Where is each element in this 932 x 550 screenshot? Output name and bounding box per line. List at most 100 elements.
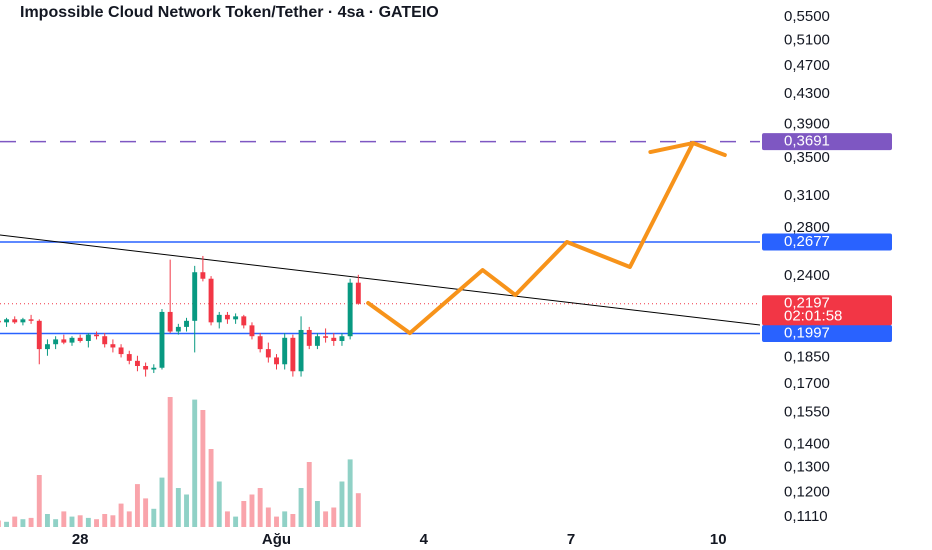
volume-bar [102, 514, 108, 527]
y-tick-label: 0,1850 [784, 348, 830, 365]
candle-body [184, 320, 189, 327]
candle-body [257, 336, 263, 350]
y-tick-label: 0,1700 [784, 375, 830, 392]
y-tick-label: 0,2800 [784, 219, 830, 236]
volume-bar [241, 501, 247, 527]
candle-body [192, 272, 198, 321]
y-tick-label: 0,3100 [784, 187, 830, 204]
volume-bar [290, 514, 296, 527]
x-tick-label: Ağu [262, 531, 291, 548]
candle-body [77, 337, 83, 341]
volume-bar [61, 511, 67, 527]
projection-path [366, 141, 695, 336]
volume-bar [257, 488, 263, 527]
volume-bar [282, 511, 288, 527]
candle-body [290, 337, 296, 372]
volume-bar [233, 516, 239, 527]
candle-body [208, 278, 214, 323]
y-tick-label: 0,1110 [784, 508, 828, 525]
price-badge [762, 233, 892, 251]
volume-bar [355, 493, 361, 527]
plot-area [0, 140, 760, 527]
price-badge-label: 0,2677 [784, 233, 830, 250]
volume-bar [274, 516, 279, 527]
candle-body [347, 282, 353, 337]
price-badge-label: 0,1997 [784, 325, 830, 342]
volume-bar [306, 462, 312, 527]
volume-bar [265, 507, 271, 527]
y-tick-label: 0,3500 [784, 149, 830, 166]
candle-body [110, 344, 116, 348]
candle-body [151, 367, 157, 370]
volume-bar [175, 488, 181, 527]
y-tick-label: 0,4300 [784, 85, 830, 102]
candle-body [200, 272, 206, 279]
y-tick-label: 0,1200 [784, 484, 830, 501]
volume-bar [53, 519, 59, 527]
candle-body [355, 282, 361, 304]
price-badge [762, 295, 892, 326]
candle-body [102, 336, 108, 345]
candle-body [44, 344, 50, 350]
volume-bar [339, 481, 345, 527]
volume-bar [44, 514, 50, 527]
candle-body [175, 326, 181, 332]
candle-body [298, 329, 304, 372]
volume-bar [323, 511, 329, 527]
candle-body [339, 336, 345, 341]
candle-body [159, 311, 165, 368]
volume-bar [192, 399, 198, 527]
volume-bar [0, 520, 1, 527]
volume-bar [118, 503, 124, 527]
volume-bar [20, 519, 26, 527]
x-tick-label: 4 [420, 531, 429, 548]
x-tick-label: 28 [72, 531, 89, 548]
projection-arrowhead [648, 141, 727, 158]
volume-bar [36, 475, 42, 527]
candle-body [118, 347, 124, 355]
y-tick-label: 0,1550 [784, 404, 830, 421]
candle-body [331, 337, 337, 341]
volume-bar [208, 449, 214, 527]
price-badge-label: 0,2197 [784, 295, 830, 312]
volume-bar [85, 517, 91, 527]
price-badge [762, 325, 892, 343]
candle-body [94, 334, 99, 337]
y-tick-label: 0,4700 [784, 57, 830, 74]
volume-bar [28, 517, 34, 527]
x-tick-label: 7 [567, 531, 575, 548]
volume-bar [347, 459, 353, 527]
candle-body [249, 325, 255, 337]
candle-body [143, 366, 149, 370]
price-axis: 0,5500 0,5100 0,4700 0,4300 0,3900 0,3500 0,31… [762, 8, 892, 525]
candle-body [12, 319, 18, 323]
candle-body [126, 354, 132, 361]
candle-body [4, 319, 9, 323]
volume-bar [134, 484, 140, 527]
y-tick-label: 0,1300 [784, 459, 830, 476]
candle-body [36, 320, 42, 350]
volume-bar [298, 488, 304, 527]
candle-body [274, 357, 279, 365]
volume-bar [184, 494, 189, 527]
y-tick-label: 0,5500 [784, 8, 830, 25]
trendline [0, 234, 760, 326]
volume-bar [314, 501, 320, 527]
volume-bar [249, 494, 255, 527]
candle-body [241, 316, 247, 326]
volume-bar [12, 516, 18, 527]
x-tick-label: 10 [710, 531, 727, 548]
volume-bar [110, 515, 116, 527]
candle-body [167, 311, 173, 332]
y-tick-label: 0,5100 [784, 32, 830, 49]
price-countdown: 02:01:58 [784, 308, 842, 325]
candle-body [265, 349, 271, 358]
y-tick-label: 0,1400 [784, 436, 830, 453]
y-tick-label: 0,2400 [784, 267, 830, 284]
candle-body [306, 329, 312, 346]
candle-body [224, 314, 230, 320]
candle-body [53, 339, 59, 345]
volume-bar [216, 481, 222, 527]
volume-bar [151, 508, 157, 527]
